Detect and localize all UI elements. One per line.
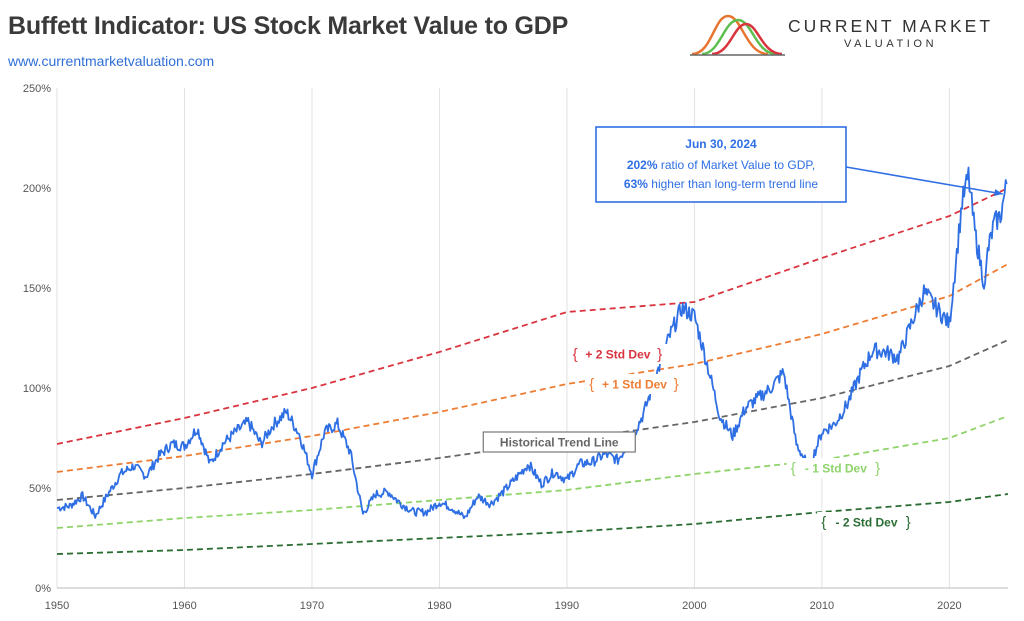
callout-annotation: Jun 30, 2024 202% ratio of Market Value t… <box>595 126 1003 203</box>
x-tick-label: 1980 <box>427 600 451 612</box>
market-cap-to-gdp-series <box>56 166 1008 520</box>
y-tick-label: 0% <box>35 583 51 595</box>
logo-text-line1: CURRENT MARKET <box>788 16 994 36</box>
x-tick-label: 1990 <box>555 600 579 612</box>
band-label-minus1: - 1 Std Dev <box>805 462 867 476</box>
brace-left: { <box>821 514 826 531</box>
band-line-minus1 <box>56 415 1009 529</box>
callout-ratio-value: 202% <box>627 158 658 172</box>
callout-date: Jun 30, 2024 <box>685 137 757 151</box>
callout-trend-text: higher than long-term trend line <box>648 177 818 191</box>
band-line-plus1 <box>56 263 1009 473</box>
band-label-plus1: + 1 Std Dev <box>602 378 667 392</box>
band-line-plus2 <box>56 187 1009 445</box>
band-label-bg <box>585 374 684 394</box>
brace-right: } <box>674 376 679 393</box>
band-labels: { + 2 Std Dev} { + 1 Std Dev} Historical Tre… <box>482 344 916 532</box>
y-tick-label: 100% <box>23 383 51 395</box>
chart-title: Buffett Indicator: US Stock Market Value… <box>8 12 569 40</box>
band-label-bg <box>817 512 916 532</box>
callout-trend-value: 63% <box>624 177 648 191</box>
band-label-plus2: + 2 Std Dev <box>585 348 650 362</box>
band-label-trend: Historical Trend Line <box>500 436 619 450</box>
callout-box <box>595 126 847 203</box>
brace-right: } <box>906 514 911 531</box>
source-url-link[interactable]: www.currentmarketvaluation.com <box>8 53 215 69</box>
callout-arrow-head <box>993 189 1003 197</box>
bell-curves-icon <box>690 14 785 56</box>
callout-line-ratio: 202% ratio of Market Value to GDP, <box>627 158 815 172</box>
y-tick-label: 200% <box>23 183 51 195</box>
logo-text-line2: VALUATION <box>844 38 938 50</box>
x-tick-label: 1950 <box>45 600 69 612</box>
band-label-bg <box>568 344 668 364</box>
x-tick-label: 1970 <box>300 600 324 612</box>
brand-logo: CURRENT MARKET VALUATION <box>690 10 1020 60</box>
band-line-minus2 <box>56 493 1009 555</box>
x-tick-label: 2000 <box>682 600 706 612</box>
brace-left: { <box>573 346 578 363</box>
std-dev-bands <box>56 187 1009 555</box>
brace-left: { <box>589 376 594 393</box>
callout-ratio-text: ratio of Market Value to GDP, <box>658 158 816 172</box>
y-tick-label: 150% <box>23 283 51 295</box>
axes: 1950 1960 1970 1980 1990 2000 2010 2020 0% 50% 100… <box>23 83 1008 612</box>
series-line <box>56 166 1008 520</box>
trend-label-box <box>482 431 636 453</box>
brace-right: } <box>657 346 662 363</box>
brace-right: } <box>875 460 880 477</box>
callout-arrow-line <box>845 166 1003 195</box>
band-label-bg <box>786 458 886 478</box>
y-tick-label: 50% <box>29 483 51 495</box>
y-tick-label: 250% <box>23 83 51 95</box>
x-tick-label: 2020 <box>937 600 961 612</box>
x-tick-label: 2010 <box>810 600 834 612</box>
callout-line-trend: 63% higher than long-term trend line <box>624 177 818 191</box>
x-tick-label: 1960 <box>172 600 196 612</box>
brace-left: { <box>791 460 796 477</box>
band-label-minus2: - 2 Std Dev <box>835 516 897 530</box>
